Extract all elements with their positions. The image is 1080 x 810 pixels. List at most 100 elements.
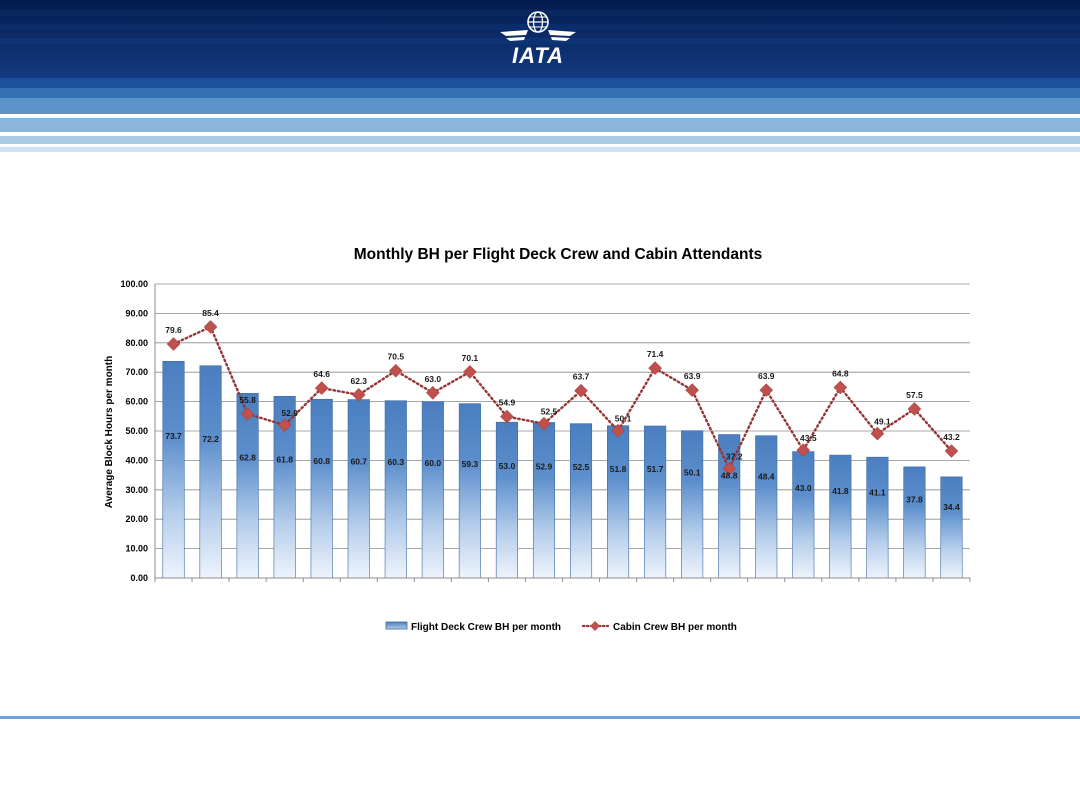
bar-data-label: 60.3	[388, 457, 405, 467]
line-marker	[870, 426, 885, 441]
chart-area: Monthly BH per Flight Deck Crew and Cabi…	[0, 230, 1080, 650]
bar	[940, 476, 963, 579]
bar-data-label: 48.8	[721, 470, 738, 480]
line-data-label: 52.0	[281, 408, 298, 418]
line-marker	[537, 416, 551, 431]
line-data-label: 49.1	[874, 417, 891, 427]
bar	[607, 425, 630, 579]
line-marker	[648, 361, 662, 375]
bar	[903, 466, 926, 579]
bar-data-label: 60.0	[425, 458, 442, 468]
y-tick-label: 0.00	[130, 573, 148, 583]
y-tick-label: 80.00	[125, 338, 148, 348]
y-tick-label: 100.00	[120, 279, 148, 289]
header-gap	[0, 144, 1080, 147]
wings-icon	[500, 30, 576, 41]
bh-chart: Monthly BH per Flight Deck Crew and Cabi…	[104, 246, 971, 633]
line-marker	[574, 383, 588, 398]
line-data-label: 50.1	[615, 414, 632, 424]
bar-data-label: 61.8	[276, 454, 293, 464]
y-tick-label: 60.00	[125, 397, 148, 407]
bar	[532, 422, 556, 579]
header-band-pale	[0, 136, 1080, 144]
bar	[421, 401, 444, 579]
header-gap	[0, 114, 1080, 118]
line-data-label: 63.7	[573, 372, 590, 382]
line-data-label: 62.3	[350, 376, 367, 386]
globe-icon	[527, 11, 549, 33]
line-marker	[426, 385, 440, 400]
line-series	[166, 320, 959, 476]
bar	[866, 456, 889, 579]
legend: Flight Deck Crew BH per month Cabin Crew…	[385, 621, 737, 633]
cabin-crew-line	[172, 325, 953, 472]
bar-data-label: 52.5	[573, 462, 590, 472]
axes	[154, 284, 971, 582]
bar-data-label: 52.9	[536, 461, 553, 471]
line-data-label: 43.2	[943, 432, 960, 442]
bar-data-label: 41.8	[832, 486, 849, 496]
bar-data-label: 72.2	[202, 434, 219, 444]
data-labels: 73.7 72.2 62.8 61.8 60.8 60.7 60.3 60.0 59.3 53.0…	[165, 308, 960, 512]
line-data-label: 85.4	[202, 308, 219, 318]
bar-data-label: 62.8	[239, 452, 256, 462]
bar	[681, 430, 704, 579]
y-tick-label: 40.00	[125, 455, 148, 465]
legend-label-cabin: Cabin Crew BH per month	[613, 622, 737, 633]
y-axis-label: Average Block Hours per month	[104, 356, 115, 508]
y-tick-label: 70.00	[125, 367, 148, 377]
bar-data-label: 37.8	[906, 495, 923, 505]
line-data-label: 70.5	[388, 352, 405, 362]
line-marker	[277, 418, 292, 432]
header-band-light	[0, 98, 1080, 114]
line-data-label: 63.0	[425, 374, 442, 384]
legend-marker-cabin	[590, 621, 600, 631]
line-marker	[314, 381, 329, 395]
y-ticks: 0.00 10.00 20.00 30.00 40.00 50.00 60.00 70.00 8…	[120, 279, 148, 583]
bar	[162, 361, 185, 579]
bar-data-label: 51.8	[610, 464, 627, 474]
bar	[644, 425, 667, 579]
bar	[495, 421, 518, 579]
header-stripe	[0, 38, 1080, 44]
line-marker	[685, 383, 699, 397]
y-tick-label: 10.00	[125, 544, 148, 554]
y-tick-label: 50.00	[125, 426, 148, 436]
line-marker	[500, 409, 514, 424]
bar	[829, 454, 852, 579]
bar-data-label: 50.1	[684, 468, 701, 478]
line-marker	[240, 407, 255, 421]
line-marker	[944, 444, 959, 458]
bar	[458, 403, 481, 579]
bar-data-label: 51.7	[647, 464, 664, 474]
bar	[310, 398, 333, 579]
header-band-pale	[0, 147, 1080, 152]
bar	[384, 400, 407, 579]
bar-data-label: 59.3	[462, 459, 479, 469]
bar	[792, 451, 815, 579]
bar	[569, 423, 593, 579]
line-marker	[722, 461, 736, 476]
line-marker	[166, 337, 181, 351]
line-marker	[796, 443, 811, 457]
header-band-light	[0, 118, 1080, 132]
bar-data-label: 73.7	[165, 431, 182, 441]
header-gap	[0, 132, 1080, 136]
legend-swatch-flight-deck	[385, 621, 408, 630]
y-tick-label: 90.00	[125, 308, 148, 318]
header-band-mid	[0, 78, 1080, 88]
line-data-label: 64.6	[313, 369, 330, 379]
bar	[347, 399, 370, 579]
line-marker	[759, 383, 774, 397]
header-band-mid	[0, 88, 1080, 98]
line-marker	[907, 402, 922, 416]
line-marker	[203, 320, 218, 334]
bar	[236, 393, 259, 579]
line-marker	[611, 423, 625, 438]
header-banner: IATA	[0, 0, 1080, 160]
chart-title: Monthly BH per Flight Deck Crew and Cabi…	[354, 246, 762, 263]
bar-data-label: 60.7	[350, 456, 367, 466]
line-data-label: 55.8	[239, 395, 256, 405]
logo-text: IATA	[512, 43, 564, 68]
y-tick-label: 30.00	[125, 485, 148, 495]
